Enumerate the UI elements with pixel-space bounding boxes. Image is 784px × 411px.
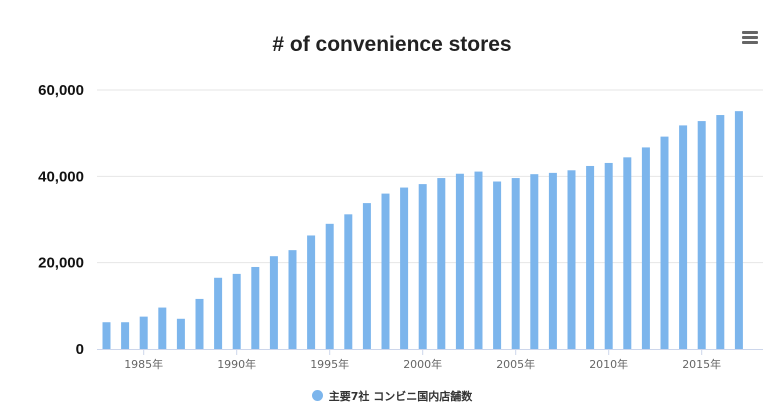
bar[interactable] (288, 250, 297, 349)
x-tick-label: 1995年 (310, 357, 349, 371)
hamburger-menu-icon-bar (742, 41, 758, 44)
bar[interactable] (586, 165, 595, 349)
hamburger-menu-icon (742, 31, 758, 34)
bar[interactable] (176, 318, 185, 349)
bar[interactable] (679, 125, 688, 349)
legend[interactable]: 主要7社 コンビニ国内店舗数 (0, 388, 784, 404)
bar[interactable] (511, 178, 520, 349)
chart-title: # of convenience stores (272, 33, 512, 56)
chart-menu-button[interactable] (739, 28, 761, 48)
bar[interactable] (604, 162, 613, 349)
bar[interactable] (344, 214, 353, 349)
y-tick-label: 20,000 (38, 255, 84, 272)
bar[interactable] (455, 173, 464, 349)
x-tick-label: 2005年 (496, 357, 535, 371)
x-tick-label: 1990年 (217, 357, 256, 371)
x-tick-label: 2010年 (589, 357, 628, 371)
bar[interactable] (362, 203, 371, 349)
bar[interactable] (381, 193, 390, 349)
bar[interactable] (418, 184, 427, 349)
bar[interactable] (567, 170, 576, 349)
bar[interactable] (325, 223, 334, 349)
bar[interactable] (158, 307, 167, 349)
bar[interactable] (716, 115, 725, 349)
bar[interactable] (139, 316, 148, 349)
y-axis: 0 20,000 40,000 60,000 (38, 82, 84, 358)
y-tick-label: 40,000 (38, 168, 84, 185)
bar[interactable] (251, 266, 260, 349)
hamburger-menu-icon-bar (742, 36, 758, 39)
bar[interactable] (660, 136, 669, 349)
bar[interactable] (400, 187, 409, 349)
y-tick-label: 0 (76, 341, 84, 358)
legend-label: 主要7社 コンビニ国内店舗数 (328, 390, 473, 403)
bar[interactable] (493, 181, 502, 349)
bar[interactable] (641, 147, 650, 349)
bar[interactable] (623, 157, 632, 349)
bar[interactable] (232, 273, 241, 349)
bar[interactable] (269, 256, 278, 349)
bar[interactable] (102, 322, 111, 349)
x-tick-label: 2015年 (682, 357, 721, 371)
x-tick-label: 1985年 (124, 357, 163, 371)
x-tick-labels: 1985年 1990年 1995年 2000年 2005年 2010年 2015年 (124, 349, 721, 371)
grid-lines (97, 89, 763, 264)
bar[interactable] (734, 111, 743, 349)
bar[interactable] (214, 277, 223, 349)
bar[interactable] (195, 298, 204, 349)
x-tick-label: 2000年 (403, 357, 442, 371)
bar[interactable] (307, 235, 316, 349)
bar[interactable] (437, 178, 446, 349)
y-tick-label: 60,000 (38, 82, 84, 99)
bars (102, 111, 743, 349)
bar[interactable] (121, 322, 130, 349)
bar[interactable] (530, 174, 539, 349)
bar[interactable] (548, 172, 557, 349)
bar[interactable] (474, 171, 483, 349)
bar[interactable] (697, 121, 706, 349)
legend-marker (311, 390, 323, 401)
